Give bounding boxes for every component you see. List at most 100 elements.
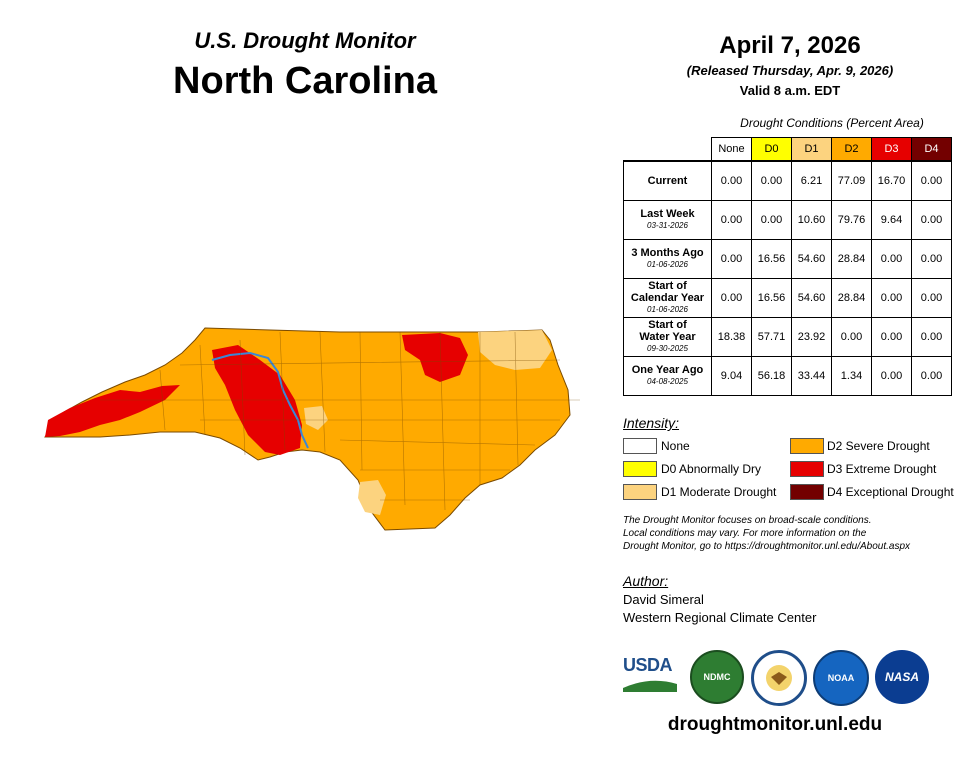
catawba-river bbox=[211, 351, 309, 449]
ndmc-logo: NDMC bbox=[690, 650, 744, 704]
legend-label-d1: D1 Moderate Drought bbox=[661, 485, 777, 499]
row-label-line1: Last Week bbox=[640, 208, 695, 220]
table-cell: 0.00 bbox=[871, 356, 912, 396]
table-cell: 0.00 bbox=[911, 160, 952, 201]
table-cell: 0.00 bbox=[751, 200, 792, 240]
col-header-d3: D3 bbox=[871, 137, 912, 162]
disclaimer-note: The Drought Monitor focuses on broad-sca… bbox=[623, 514, 968, 553]
table-corner bbox=[624, 138, 712, 162]
table-cell: 0.00 bbox=[871, 278, 912, 318]
col-header-d1: D1 bbox=[791, 137, 832, 162]
table-header-row: None D0 D1 D2 D3 D4 bbox=[624, 137, 952, 162]
table-cell: 18.38 bbox=[711, 317, 752, 357]
table-cell: 0.00 bbox=[711, 200, 752, 240]
legend-label-d3: D3 Extreme Drought bbox=[827, 462, 937, 476]
ndmc-logo-text: NDMC bbox=[703, 672, 731, 682]
website-url[interactable]: droughtmonitor.unl.edu bbox=[667, 714, 883, 735]
table-cell: 0.00 bbox=[711, 160, 752, 201]
row-label-line1: Current bbox=[647, 175, 688, 187]
table-cell: 54.60 bbox=[791, 239, 832, 279]
col-header-d0: D0 bbox=[751, 137, 792, 162]
table-cell: 33.44 bbox=[791, 356, 832, 396]
row-label-line1: Start of bbox=[648, 280, 687, 292]
legend-label-none: None bbox=[661, 439, 690, 453]
north-carolina-drought-map bbox=[44, 327, 580, 531]
table-cell: 0.00 bbox=[711, 278, 752, 318]
legend-label-d2: D2 Severe Drought bbox=[827, 439, 930, 453]
intensity-title: Intensity: bbox=[623, 415, 680, 431]
table-cell: 0.00 bbox=[871, 239, 912, 279]
table-cell: 1.34 bbox=[831, 356, 872, 396]
row-label: Last Week 03-31-2026 bbox=[623, 200, 712, 240]
row-label: 3 Months Ago 01-06-2026 bbox=[623, 239, 712, 279]
table-cell: 0.00 bbox=[911, 239, 952, 279]
table-cell: 0.00 bbox=[711, 239, 752, 279]
row-label: One Year Ago 04-08-2025 bbox=[623, 356, 712, 396]
commerce-seal-logo bbox=[751, 650, 807, 706]
table-cell: 23.92 bbox=[791, 317, 832, 357]
table-row: Current 0.00 0.00 6.21 77.09 16.70 0.00 bbox=[623, 160, 952, 201]
d1-piedmont-spot bbox=[304, 406, 328, 430]
table-cell: 57.71 bbox=[751, 317, 792, 357]
legend-swatch-d3 bbox=[790, 461, 824, 477]
row-date: 03-31-2026 bbox=[647, 221, 688, 230]
row-label: Current bbox=[623, 160, 712, 201]
table-cell: 6.21 bbox=[791, 160, 832, 201]
table-cell: 54.60 bbox=[791, 278, 832, 318]
note-line-3: Drought Monitor, go to https://droughtmo… bbox=[623, 541, 911, 552]
table-cell: 0.00 bbox=[911, 200, 952, 240]
row-label-line2: Water Year bbox=[639, 331, 696, 343]
row-label-line1: One Year Ago bbox=[631, 364, 704, 376]
state-title: North Carolina bbox=[173, 60, 437, 102]
row-date: 09-30-2025 bbox=[647, 344, 688, 353]
map-date: April 7, 2026 bbox=[719, 32, 861, 59]
drought-conditions-table: None D0 D1 D2 D3 D4 Current 0.00 0.00 6.21 7… bbox=[623, 137, 952, 396]
valid-time: Valid 8 a.m. EDT bbox=[739, 83, 841, 98]
table-cell: 56.18 bbox=[751, 356, 792, 396]
table-cell: 16.70 bbox=[871, 160, 912, 201]
table-cell: 0.00 bbox=[751, 160, 792, 201]
legend-swatch-none bbox=[623, 438, 657, 454]
nasa-logo-text: NASA bbox=[884, 670, 919, 684]
noaa-logo: NOAA bbox=[813, 650, 869, 706]
table-cell: 0.00 bbox=[911, 356, 952, 396]
nasa-logo: NASA bbox=[875, 650, 929, 704]
table-cell: 9.64 bbox=[871, 200, 912, 240]
usda-logo-stripe bbox=[623, 680, 677, 692]
table-row: Last Week 03-31-2026 0.00 0.00 10.60 79.76 9.6… bbox=[623, 200, 952, 240]
legend-swatch-d0 bbox=[623, 461, 657, 477]
table-cell: 0.00 bbox=[871, 317, 912, 357]
legend-swatch-d1 bbox=[623, 484, 657, 500]
author-org: Western Regional Climate Center bbox=[623, 610, 817, 625]
usda-logo-text: USDA bbox=[623, 655, 673, 675]
table-cell: 28.84 bbox=[831, 278, 872, 318]
table-cell: 0.00 bbox=[831, 317, 872, 357]
row-label-line1: Start of bbox=[648, 319, 687, 331]
table-caption: Drought Conditions (Percent Area) bbox=[740, 116, 924, 130]
col-header-d2: D2 bbox=[831, 137, 872, 162]
row-date: 01-06-2026 bbox=[647, 260, 688, 269]
legend-swatch-d4 bbox=[790, 484, 824, 500]
table-row: Start of Calendar Year 01-06-2026 0.00 16.56… bbox=[623, 278, 952, 318]
row-label: Start of Calendar Year 01-06-2026 bbox=[623, 278, 712, 318]
table-cell: 9.04 bbox=[711, 356, 752, 396]
table-row: 3 Months Ago 01-06-2026 0.00 16.56 54.60 28.8… bbox=[623, 239, 952, 279]
monitor-brand-title: U.S. Drought Monitor bbox=[194, 28, 416, 53]
table-cell: 16.56 bbox=[751, 239, 792, 279]
usda-logo: USDA bbox=[623, 655, 679, 695]
col-header-none: None bbox=[711, 137, 752, 162]
table-row: Start of Water Year 09-30-2025 18.38 57.71 23… bbox=[623, 317, 952, 357]
row-label: Start of Water Year 09-30-2025 bbox=[623, 317, 712, 357]
d3-northeast bbox=[402, 333, 468, 382]
eagle-icon bbox=[766, 665, 792, 691]
row-label-line2: Calendar Year bbox=[630, 292, 705, 304]
d1-northeast bbox=[478, 330, 552, 370]
legend-label-d4: D4 Exceptional Drought bbox=[827, 485, 954, 499]
row-date: 01-06-2026 bbox=[647, 305, 688, 314]
d1-south-central bbox=[358, 480, 386, 515]
noaa-logo-text: NOAA bbox=[827, 673, 855, 683]
col-header-d4: D4 bbox=[911, 137, 952, 162]
note-line-2: Local conditions may vary. For more info… bbox=[623, 528, 867, 539]
legend-label-d0: D0 Abnormally Dry bbox=[661, 462, 762, 476]
table-row: One Year Ago 04-08-2025 9.04 56.18 33.44 1.34… bbox=[623, 356, 952, 396]
